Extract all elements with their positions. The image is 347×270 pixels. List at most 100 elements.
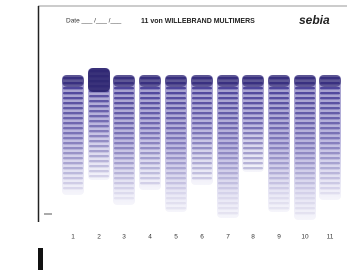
band (269, 92, 289, 94)
band (295, 107, 315, 109)
band (63, 177, 83, 179)
band (320, 137, 340, 139)
band (166, 197, 186, 199)
band (269, 97, 289, 99)
band (269, 187, 289, 189)
band (295, 187, 315, 189)
band (243, 127, 263, 129)
band (269, 142, 289, 144)
band (114, 142, 134, 144)
band (63, 152, 83, 154)
band (192, 142, 212, 144)
band (269, 107, 289, 109)
band (192, 157, 212, 159)
band (140, 182, 160, 184)
band (243, 167, 263, 169)
band (89, 165, 109, 167)
band (63, 87, 83, 89)
band (295, 92, 315, 94)
lane-label: 11 (327, 234, 334, 241)
band (166, 92, 186, 94)
band (192, 97, 212, 99)
band (320, 162, 340, 164)
band (63, 122, 83, 124)
band (192, 92, 212, 94)
band (114, 87, 134, 89)
band (166, 132, 186, 134)
band (243, 152, 263, 154)
band (114, 112, 134, 114)
band (166, 167, 186, 169)
lane-cap (88, 68, 110, 92)
band (269, 192, 289, 194)
band (166, 147, 186, 149)
band (320, 87, 340, 89)
band (114, 92, 134, 94)
band (166, 142, 186, 144)
band (243, 162, 263, 164)
band (166, 202, 186, 204)
band (166, 157, 186, 159)
band (114, 122, 134, 124)
band (192, 107, 212, 109)
band (89, 95, 109, 97)
band (192, 137, 212, 139)
band (295, 132, 315, 134)
band (89, 110, 109, 112)
band (114, 117, 134, 119)
band (166, 137, 186, 139)
band (320, 172, 340, 174)
band (192, 167, 212, 169)
lane-cap (268, 75, 290, 87)
band (320, 157, 340, 159)
band (140, 117, 160, 119)
band (63, 172, 83, 174)
band (218, 197, 238, 199)
lane-label: 10 (301, 234, 309, 241)
band (114, 97, 134, 99)
band (166, 162, 186, 164)
band (295, 192, 315, 194)
lane-label: 2 (97, 234, 101, 241)
lane-cap (319, 75, 341, 87)
band (243, 117, 263, 119)
band (218, 102, 238, 104)
band (243, 137, 263, 139)
band (218, 157, 238, 159)
band (320, 92, 340, 94)
band (218, 202, 238, 204)
band (218, 177, 238, 179)
band (140, 107, 160, 109)
band (140, 127, 160, 129)
band (269, 87, 289, 89)
lane-label: 6 (200, 234, 204, 241)
band (166, 102, 186, 104)
band (269, 207, 289, 209)
band (63, 97, 83, 99)
band (269, 112, 289, 114)
band (295, 102, 315, 104)
band (114, 127, 134, 129)
band (166, 192, 186, 194)
band (63, 132, 83, 134)
lane-label: 3 (122, 234, 126, 241)
band (218, 142, 238, 144)
band (63, 137, 83, 139)
band (218, 97, 238, 99)
band (218, 112, 238, 114)
band (140, 87, 160, 89)
band (269, 122, 289, 124)
band (320, 192, 340, 194)
band (218, 152, 238, 154)
lane-label: 4 (148, 234, 152, 241)
band (140, 172, 160, 174)
band (218, 162, 238, 164)
band (295, 172, 315, 174)
band (269, 132, 289, 134)
band (63, 187, 83, 189)
band (243, 147, 263, 149)
band (89, 120, 109, 122)
lane (191, 75, 213, 185)
band (89, 150, 109, 152)
band (166, 112, 186, 114)
